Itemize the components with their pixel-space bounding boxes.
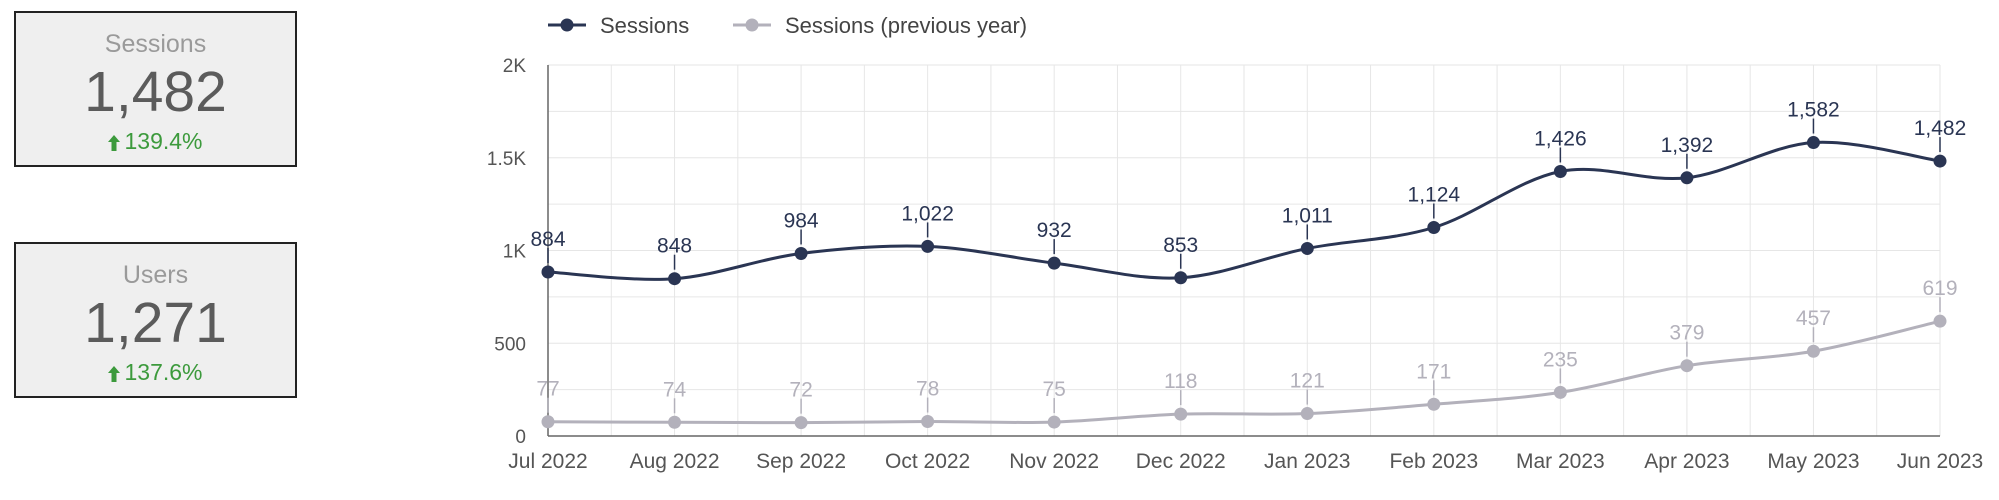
x-tick-label: Jun 2023 xyxy=(1897,450,1983,473)
data-label: 984 xyxy=(784,209,819,232)
x-tick-label: Feb 2023 xyxy=(1389,450,1478,473)
previous-year-point[interactable] xyxy=(1174,407,1188,421)
legend-label: Sessions (previous year) xyxy=(785,13,1027,38)
data-label: 379 xyxy=(1669,322,1704,345)
x-tick-label: Mar 2023 xyxy=(1516,450,1605,473)
sessions-point[interactable] xyxy=(1047,256,1061,270)
data-label: 75 xyxy=(1043,378,1066,401)
x-tick-label: Oct 2022 xyxy=(885,450,970,473)
data-label: 171 xyxy=(1416,360,1451,383)
data-label: 1,582 xyxy=(1787,99,1840,122)
y-tick-label: 500 xyxy=(494,334,526,355)
kpi-card-sessions: Sessions 1,482 139.4% xyxy=(14,11,297,167)
y-tick-label: 1.5K xyxy=(487,149,526,170)
y-tick-label: 2K xyxy=(503,56,527,77)
sessions-point[interactable] xyxy=(541,265,555,279)
x-tick-label: Nov 2022 xyxy=(1009,450,1099,473)
previous-year-point[interactable] xyxy=(794,416,808,430)
sessions-point[interactable] xyxy=(1300,241,1314,255)
sessions-line xyxy=(547,140,1941,281)
sessions-point[interactable] xyxy=(1427,220,1441,234)
data-label: 118 xyxy=(1164,370,1197,393)
data-label: 235 xyxy=(1543,348,1578,371)
previous-year-point[interactable] xyxy=(1427,397,1441,411)
previous-year-point[interactable] xyxy=(921,415,935,429)
x-tick-label: Jan 2023 xyxy=(1264,450,1350,473)
previous-year-series: 77 74 72 78 75 118 121 171 235 379 457 619 xyxy=(536,277,1958,430)
data-label: 1,392 xyxy=(1661,134,1714,157)
data-label: 1,426 xyxy=(1534,127,1587,150)
kpi-delta: 139.4% xyxy=(16,127,295,155)
previous-year-line xyxy=(547,319,1941,425)
x-tick-label: Sep 2022 xyxy=(756,450,846,473)
x-tick-label: Apr 2023 xyxy=(1644,450,1729,473)
data-label: 1,011 xyxy=(1282,204,1333,227)
sessions-point[interactable] xyxy=(668,272,682,286)
kpi-label: Users xyxy=(122,261,189,289)
x-tick-label: Jul 2022 xyxy=(508,450,587,473)
previous-year-point[interactable] xyxy=(1300,407,1314,421)
previous-year-point[interactable] xyxy=(1806,344,1820,358)
y-tick-label: 1K xyxy=(503,242,527,263)
data-label: 853 xyxy=(1163,234,1198,257)
data-label: 1,482 xyxy=(1914,117,1967,140)
previous-year-point[interactable] xyxy=(1933,314,1947,328)
legend-swatch-marker xyxy=(560,18,574,32)
x-tick-label: Dec 2022 xyxy=(1136,450,1226,473)
arrow-up-icon xyxy=(108,127,121,155)
kpi-value: 1,271 xyxy=(84,291,227,355)
data-label: 848 xyxy=(657,235,692,258)
grid-lines xyxy=(547,64,1941,437)
kpi-delta: 137.6% xyxy=(16,358,295,386)
data-label: 78 xyxy=(916,378,939,401)
legend-label: Sessions xyxy=(600,13,689,38)
sessions-series: 884 848 984 1,022 932 853 1,011 1,124 1,426 1,392… xyxy=(530,99,1966,286)
data-label: 932 xyxy=(1037,219,1072,242)
data-label: 884 xyxy=(530,228,565,251)
previous-year-point[interactable] xyxy=(668,415,682,429)
previous-year-point[interactable] xyxy=(1680,359,1694,373)
legend[interactable]: Sessions Sessions (previous year) xyxy=(548,13,1027,38)
data-label: 121 xyxy=(1290,370,1325,393)
previous-year-point[interactable] xyxy=(1047,415,1061,429)
previous-year-point[interactable] xyxy=(541,415,555,429)
kpi-card-users: Users 1,271 137.6% xyxy=(14,242,297,398)
data-label: 72 xyxy=(789,379,812,402)
kpi-label: Sessions xyxy=(104,30,207,58)
kpi-value: 1,482 xyxy=(84,60,227,124)
data-label: 1,124 xyxy=(1408,183,1461,206)
data-label: 77 xyxy=(536,378,559,401)
x-axis: Jul 2022 Aug 2022 Sep 2022 Oct 2022 Nov 2022… xyxy=(508,435,1983,473)
legend-item-sessions[interactable]: Sessions xyxy=(548,13,689,38)
sessions-point[interactable] xyxy=(1174,271,1188,285)
legend-item-previous-year[interactable]: Sessions (previous year) xyxy=(733,13,1027,38)
y-tick-label: 0 xyxy=(515,427,526,448)
sessions-point[interactable] xyxy=(921,239,935,253)
kpi-delta-text: 139.4% xyxy=(124,128,203,154)
x-tick-label: May 2023 xyxy=(1767,450,1859,473)
sessions-point[interactable] xyxy=(1553,164,1567,178)
series-group: 77 74 72 78 75 118 121 171 235 379 457 619 884 848 984… xyxy=(530,99,1966,430)
sessions-point[interactable] xyxy=(1933,154,1947,168)
sessions-point[interactable] xyxy=(794,246,808,260)
kpi-delta-text: 137.6% xyxy=(124,359,203,385)
sessions-point[interactable] xyxy=(1806,136,1820,150)
arrow-up-icon xyxy=(108,358,121,386)
data-label: 74 xyxy=(663,378,687,401)
data-label: 457 xyxy=(1796,307,1831,330)
previous-year-point[interactable] xyxy=(1553,385,1567,399)
x-tick-label: Aug 2022 xyxy=(630,450,720,473)
legend-swatch-marker xyxy=(745,18,759,32)
data-label: 1,022 xyxy=(901,202,954,225)
data-label: 619 xyxy=(1922,277,1957,300)
sessions-point[interactable] xyxy=(1680,171,1694,185)
